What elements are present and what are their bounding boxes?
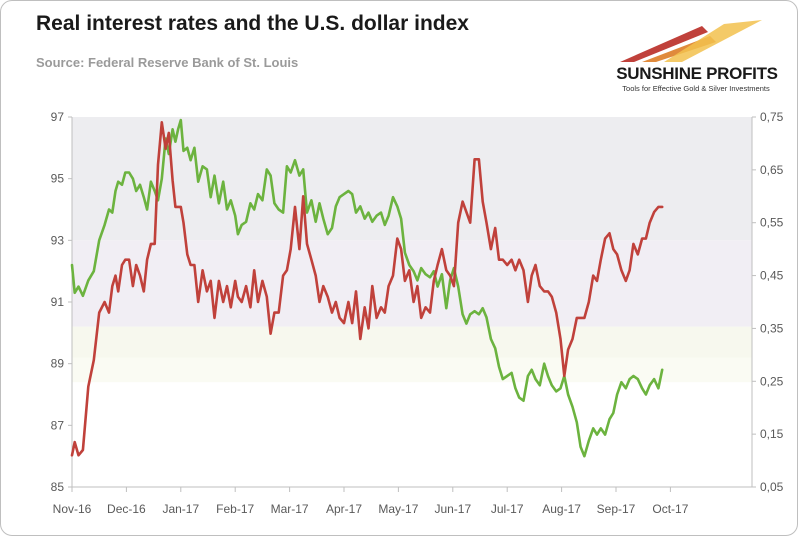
y-left-tick-label: 87	[51, 418, 65, 432]
x-tick-label: Oct-17	[652, 502, 688, 516]
logo-ray-gold	[664, 20, 762, 62]
band-lowest	[72, 357, 752, 383]
background-bands	[72, 117, 752, 383]
x-tick-label: Dec-16	[107, 502, 146, 516]
band-lower	[72, 326, 752, 358]
y-left-tick-label: 85	[51, 480, 65, 494]
y-right-tick-label: 0,75	[760, 110, 784, 124]
y-right-tick-label: 0,55	[760, 216, 784, 230]
axes	[68, 116, 756, 492]
y-right-tick-label: 0,05	[760, 480, 784, 494]
x-tick-label: Apr-17	[326, 502, 362, 516]
y-left-tick-label: 93	[51, 233, 65, 247]
y-right-tick-label: 0,45	[760, 269, 784, 283]
sunshine-profits-logo-icon	[620, 20, 762, 62]
y-left-tick-label: 95	[51, 172, 65, 186]
real-interest-rate-line	[70, 121, 664, 457]
chart-title: Real interest rates and the U.S. dollar …	[36, 12, 469, 35]
x-tick-label: Jul-17	[491, 502, 524, 516]
source-note: Source: Federal Reserve Bank of St. Loui…	[36, 55, 299, 70]
y-right-tick-label: 0,25	[760, 374, 784, 388]
x-tick-label: Mar-17	[271, 502, 309, 516]
band-top	[72, 117, 752, 241]
y-left-tick-label: 89	[51, 357, 65, 371]
x-tick-label: May-17	[378, 502, 418, 516]
y-right-tick-label: 0,15	[760, 427, 784, 441]
y-right-tick-label: 0,65	[760, 163, 784, 177]
x-tick-label: Jun-17	[434, 502, 471, 516]
x-tick-label: Sep-17	[597, 502, 636, 516]
x-tick-label: Feb-17	[216, 502, 254, 516]
series-lines	[70, 118, 664, 458]
logo-name: SUNSHINE PROFITS	[616, 64, 778, 83]
x-tick-label: Nov-16	[53, 502, 92, 516]
y-left-tick-label: 91	[51, 295, 65, 309]
x-tick-label: Jan-17	[162, 502, 199, 516]
logo-tagline: Tools for Effective Gold & Silver Invest…	[622, 84, 770, 93]
dollar-index-line	[70, 118, 664, 458]
logo-ray-red	[620, 26, 708, 62]
tick-labels: 85 87 89 91 93 95 97 0,05 0,15 0,25 0,35 0,45 0,55 0,…	[51, 110, 784, 516]
y-left-tick-label: 97	[51, 110, 65, 124]
y-right-tick-label: 0,35	[760, 321, 784, 335]
x-tick-label: Aug-17	[542, 502, 581, 516]
